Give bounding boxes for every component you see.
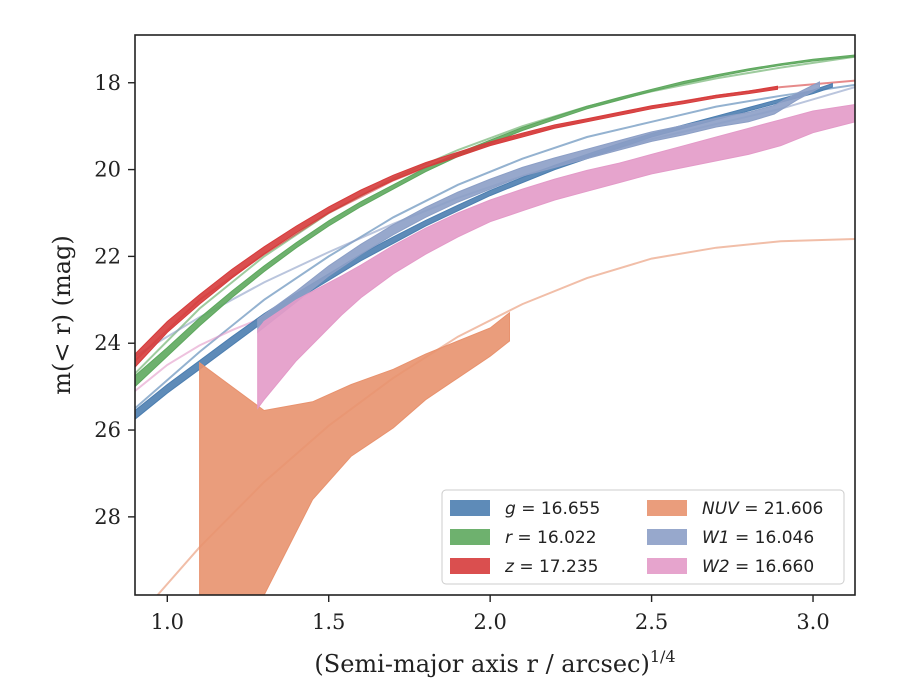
legend-box — [441, 489, 845, 585]
y-tick-label: 22 — [94, 244, 121, 268]
x-tick-label: 1.5 — [312, 610, 345, 634]
model-curve-r — [135, 55, 855, 375]
band-g — [135, 82, 833, 420]
legend-swatch-r — [450, 529, 490, 545]
x-axis-label-main: (Semi-major axis r / arcsec) — [314, 650, 649, 678]
legend-swatch-g — [450, 500, 490, 516]
band-w1 — [257, 81, 820, 334]
y-tick-label: 26 — [94, 418, 121, 442]
y-axis: 18 20 22 24 26 28 — [94, 71, 135, 529]
legend-swatch-z — [450, 558, 490, 574]
x-axis-label: (Semi-major axis r / arcsec)1/4 — [314, 647, 675, 678]
y-tick-label: 18 — [94, 71, 121, 95]
legend-label-nuv: NUV = 21.606 — [702, 499, 823, 519]
legend-swatch-w2 — [647, 558, 687, 574]
band-r — [135, 54, 855, 388]
y-tick-label: 20 — [94, 158, 121, 182]
x-tick-label: 2.0 — [473, 610, 506, 634]
legend-label-w2: W2 = 16.660 — [702, 557, 814, 577]
y-tick-label: 24 — [94, 331, 121, 355]
legend-label-g: g = 16.655 — [505, 499, 600, 519]
legend-swatch-w1 — [647, 529, 687, 545]
legend-label-w1: W1 = 16.046 — [702, 528, 814, 548]
legend-label-z: z = 17.235 — [504, 557, 598, 577]
plot-frame — [134, 34, 856, 596]
y-axis-label: m(< r) (mag) — [48, 235, 76, 394]
band-nuv — [199, 311, 510, 595]
x-axis-label-superscript: 1/4 — [650, 647, 676, 666]
legend-swatch-nuv — [647, 500, 687, 516]
band-z — [135, 85, 778, 368]
legend-label-r: r = 16.022 — [505, 528, 597, 548]
model-curve-g — [135, 83, 855, 410]
band-w2 — [257, 103, 855, 410]
x-tick-label: 2.5 — [635, 610, 668, 634]
data-bands — [135, 54, 855, 595]
x-tick-label: 3.0 — [796, 610, 829, 634]
model-curve-w2 — [135, 316, 265, 392]
y-tick-label: 28 — [94, 505, 121, 529]
x-axis: 1.0 1.5 2.0 2.5 3.0 — [151, 595, 830, 634]
x-tick-label: 1.0 — [151, 610, 184, 634]
legend: g = 16.655 r = 16.022 z = 17.235 NUV = 21.6… — [441, 489, 845, 585]
